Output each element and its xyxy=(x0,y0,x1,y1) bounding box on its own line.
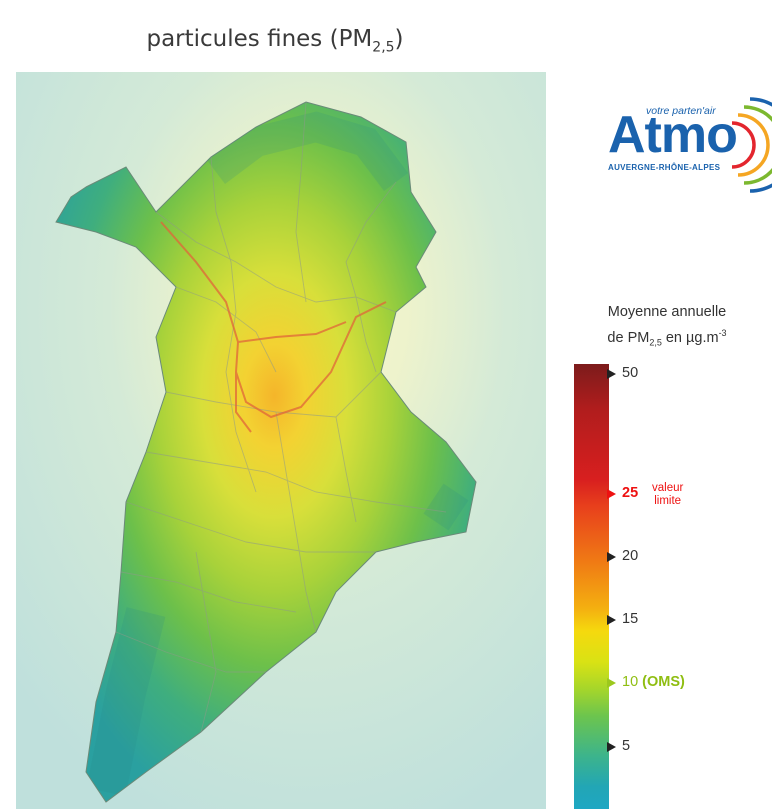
map-canvas xyxy=(16,72,546,809)
tick-marker-who xyxy=(607,678,616,688)
tick-marker-limit xyxy=(607,489,616,499)
tick-label: 5 xyxy=(622,738,631,754)
logo-tagline: votre parten'air xyxy=(646,105,716,117)
tick-label-who: 10 (OMS) xyxy=(622,674,685,690)
logo-arcs-icon xyxy=(731,97,772,193)
tick-label: 15 xyxy=(622,611,639,627)
color-scale-bar xyxy=(574,364,609,809)
road-network xyxy=(160,221,387,433)
commune-borders xyxy=(115,102,447,733)
tick-label-limit: 25 xyxy=(622,485,639,501)
tick-marker xyxy=(607,615,616,625)
tick-marker xyxy=(607,369,616,379)
legend-title: Moyenne annuelle de PM2,5 en µg.m-3 xyxy=(607,304,727,348)
logo-region: AUVERGNE-RHÔNE-ALPES xyxy=(608,163,721,172)
pollution-map[interactable] xyxy=(16,72,546,809)
logo-wordmark: Atmo xyxy=(608,106,738,164)
metropole-area xyxy=(55,101,477,803)
limit-annotation: valeur limite xyxy=(652,482,684,507)
atmo-logo: votre parten'air Atmo AUVERGNE-RHÔNE-ALP… xyxy=(600,95,772,195)
tick-label: 50 xyxy=(622,365,639,381)
tick-marker xyxy=(607,742,616,752)
map-title: particules fines (PM2,5) xyxy=(146,26,404,56)
tick-marker xyxy=(607,552,616,562)
tick-label: 20 xyxy=(622,548,639,564)
